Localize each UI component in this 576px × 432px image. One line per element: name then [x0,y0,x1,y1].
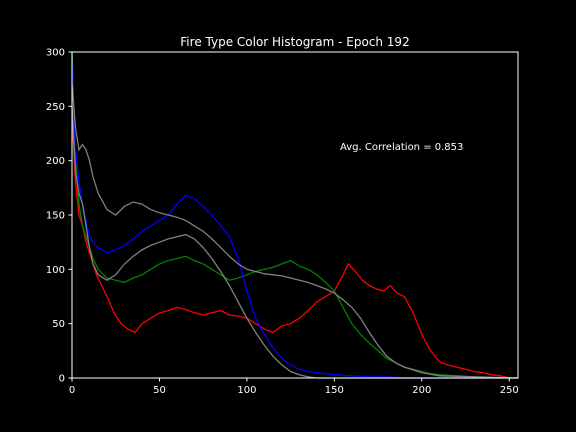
plot-lines [71,51,519,379]
series-line-gray-4 [71,106,518,379]
series-line-blue-2 [71,62,518,379]
chart-title: Fire Type Color Histogram - Epoch 192 [180,35,409,49]
x-tick-label: 200 [412,385,431,396]
y-tick-label: 250 [46,102,65,113]
y-tick-label: 0 [59,374,65,385]
y-tick-label: 300 [46,48,65,59]
y-tick-label: 150 [46,211,65,222]
x-tick-label: 250 [500,385,519,396]
correlation-annotation: Avg. Correlation = 0.853 [340,142,463,153]
y-axis-ticks: 0 50 100 150 200 250 300 [46,48,72,385]
y-tick-label: 100 [46,265,65,276]
x-tick-label: 150 [325,385,344,396]
y-tick-label: 200 [46,156,65,167]
x-tick-label: 100 [237,385,256,396]
series-line-gray-3 [71,84,519,379]
x-axis-ticks: 0 50 100 150 200 250 [69,378,519,396]
x-tick-label: 50 [153,385,166,396]
x-tick-label: 0 [69,385,75,396]
y-tick-label: 50 [52,319,65,330]
series-line-red-0 [71,117,518,379]
